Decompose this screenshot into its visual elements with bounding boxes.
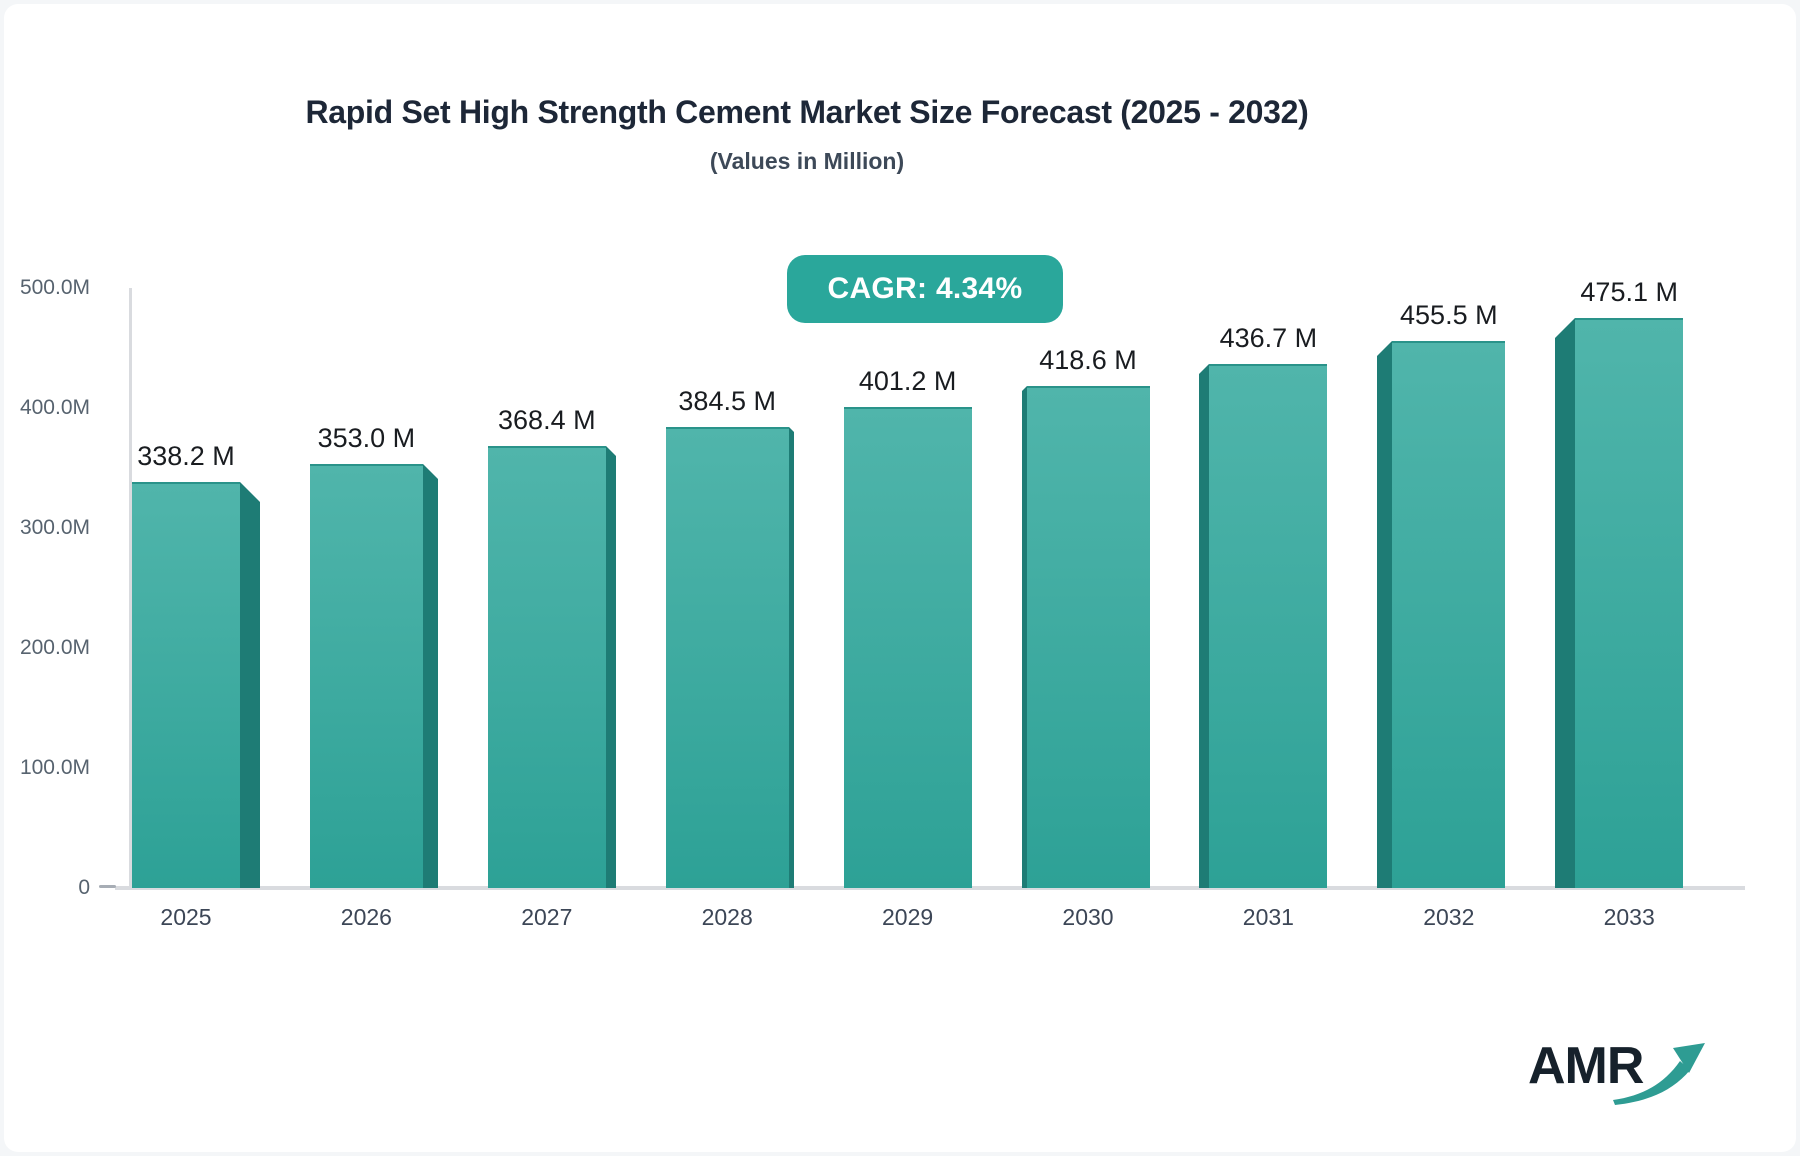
amr-logo-text: AMR — [1528, 1037, 1644, 1095]
bar-value-label-2027: 368.4 M — [498, 405, 596, 435]
x-axis-label-2027: 2027 — [521, 904, 573, 930]
bar-side-face-2027 — [606, 446, 616, 888]
y-axis-zero-tick — [99, 885, 116, 888]
bar-front-face-2031 — [1209, 364, 1327, 888]
bar-side-face-2028 — [789, 427, 794, 888]
x-axis-label-2029: 2029 — [882, 904, 934, 930]
y-axis-label-100: 100.0M — [19, 756, 90, 779]
x-axis-label-2030: 2030 — [1062, 904, 1114, 930]
y-axis-label-0: 0 — [78, 876, 90, 899]
y-axis-line — [129, 288, 132, 888]
bar-value-label-2025: 338.2 M — [137, 441, 235, 471]
x-axis-label-2032: 2032 — [1423, 904, 1475, 930]
chart-subtitle: (Values in Million) — [709, 148, 905, 174]
bar-side-face-2026 — [423, 464, 438, 888]
bar-value-label-2028: 384.5 M — [678, 386, 776, 416]
x-axis-label-2028: 2028 — [701, 904, 753, 930]
bar-value-label-2032: 455.5 M — [1400, 300, 1498, 330]
bar-front-face-2026 — [310, 464, 423, 888]
x-axis-label-2026: 2026 — [340, 904, 392, 930]
bar-value-label-2030: 418.6 M — [1039, 345, 1137, 375]
bar-value-label-2029: 401.2 M — [858, 366, 957, 396]
bar-front-face-2029 — [844, 407, 972, 888]
y-axis-label-200: 200.0M — [19, 636, 90, 659]
bar-front-face-2028 — [666, 427, 789, 888]
bar-front-face-2033 — [1575, 318, 1683, 888]
y-axis-label-500: 500.0M — [19, 276, 90, 299]
bar-side-face-2033 — [1555, 318, 1575, 888]
cagr-badge: CAGR: 4.34% — [787, 255, 1063, 323]
bar-value-label-2026: 353.0 M — [317, 423, 416, 453]
bar-front-face-2030 — [1027, 386, 1150, 888]
growth-arrow-icon — [1613, 1043, 1705, 1105]
x-axis-label-2033: 2033 — [1603, 904, 1655, 930]
chart-title: Rapid Set High Strength Cement Market Si… — [305, 94, 1309, 130]
bar-front-face-2025 — [132, 482, 240, 888]
bar-side-face-2032 — [1377, 341, 1392, 888]
bar-front-face-2027 — [488, 446, 606, 888]
bar-side-face-2025 — [240, 482, 260, 888]
y-axis-label-300: 300.0M — [19, 516, 90, 539]
bar-side-face-2030 — [1022, 386, 1027, 888]
bar-value-label-2031: 436.7 M — [1219, 323, 1318, 353]
x-axis-label-2031: 2031 — [1242, 904, 1294, 930]
y-axis-label-400: 400.0M — [19, 396, 90, 419]
x-axis-baseline — [115, 886, 1745, 890]
bar-value-label-2033: 475.1 M — [1580, 277, 1678, 307]
bar-front-face-2032 — [1392, 341, 1505, 888]
cagr-badge-label: CAGR: 4.34% — [827, 272, 1023, 305]
bar-side-face-2031 — [1199, 364, 1209, 888]
x-axis-label-2025: 2025 — [160, 904, 212, 930]
